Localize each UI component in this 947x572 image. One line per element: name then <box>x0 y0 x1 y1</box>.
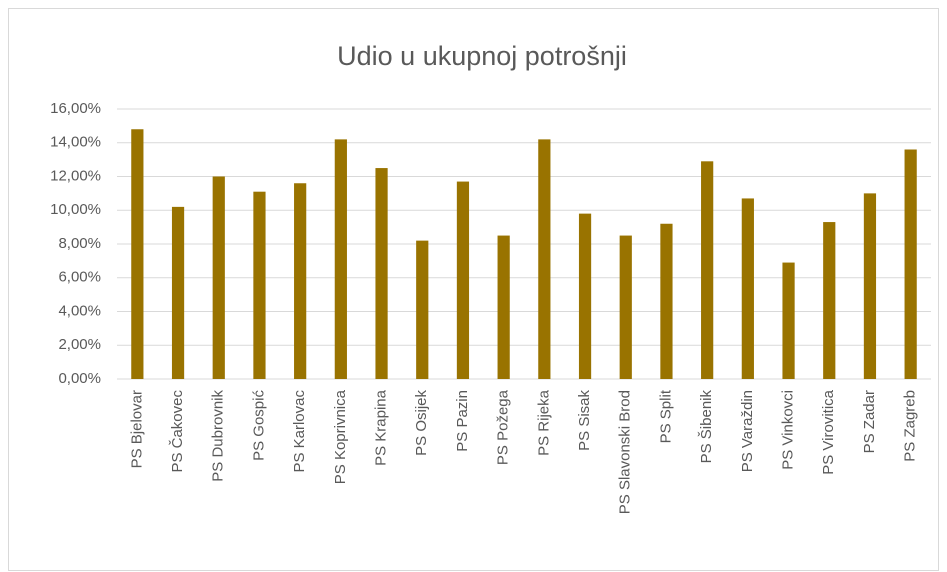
bar <box>456 181 470 379</box>
y-tick-label: 2,00% <box>58 336 101 353</box>
bar <box>741 198 754 379</box>
x-tick-label: PS Karlovac <box>291 390 308 473</box>
y-tick-label: 8,00% <box>58 235 101 252</box>
x-tick-label: PS Požega <box>495 389 512 465</box>
bar <box>782 262 795 379</box>
y-tick-label: 10,00% <box>50 201 101 218</box>
bar <box>171 206 185 379</box>
bar <box>701 161 714 379</box>
bar <box>294 183 307 379</box>
x-tick-label: PS Rijeka <box>535 389 552 456</box>
x-tick-label: PS Zadar <box>861 390 878 453</box>
y-tick-label: 4,00% <box>58 302 101 319</box>
x-tick-label: PS Pazin <box>454 390 471 452</box>
x-tick-label: PS Varaždin <box>739 390 756 472</box>
bar <box>334 139 347 379</box>
chart-title: Udio u ukupnoj potrošnji <box>337 41 627 71</box>
bar <box>823 222 836 379</box>
bar <box>497 235 510 379</box>
y-tick-label: 16,00% <box>50 100 101 117</box>
chart-frame <box>8 8 939 571</box>
y-tick-label: 14,00% <box>50 134 101 151</box>
x-tick-label: PS Split <box>657 389 674 443</box>
bar <box>619 235 632 379</box>
bar <box>863 193 877 379</box>
x-tick-label: PS Slavonski Brod <box>617 390 634 514</box>
x-tick-label: PS Koprivnica <box>332 389 349 484</box>
y-tick-label: 12,00% <box>50 167 101 184</box>
bar <box>416 240 429 379</box>
bar <box>131 129 144 379</box>
bar <box>212 176 225 379</box>
x-tick-label: PS Čakovec <box>169 390 186 473</box>
bar <box>578 213 592 379</box>
bar <box>538 139 551 379</box>
x-tick-label: PS Virovitica <box>820 389 837 474</box>
x-tick-label: PS Šibenik <box>698 390 715 464</box>
bar <box>660 223 673 379</box>
x-tick-label: PS Vinkovci <box>780 390 797 470</box>
x-tick-label: PS Gospić <box>250 390 267 461</box>
x-tick-label: PS Osijek <box>413 390 430 456</box>
bar <box>253 191 266 379</box>
x-tick-label: PS Dubrovnik <box>210 390 227 482</box>
x-tick-label: PS Sisak <box>576 390 593 451</box>
x-tick-label: PS Zagreb <box>902 390 919 462</box>
x-tick-label: PS Krapina <box>373 389 390 466</box>
y-tick-label: 0,00% <box>58 370 101 387</box>
x-tick-label: PS Bjelovar <box>128 390 145 468</box>
y-tick-label: 6,00% <box>58 269 101 286</box>
bar <box>904 149 917 379</box>
bar <box>375 168 388 379</box>
